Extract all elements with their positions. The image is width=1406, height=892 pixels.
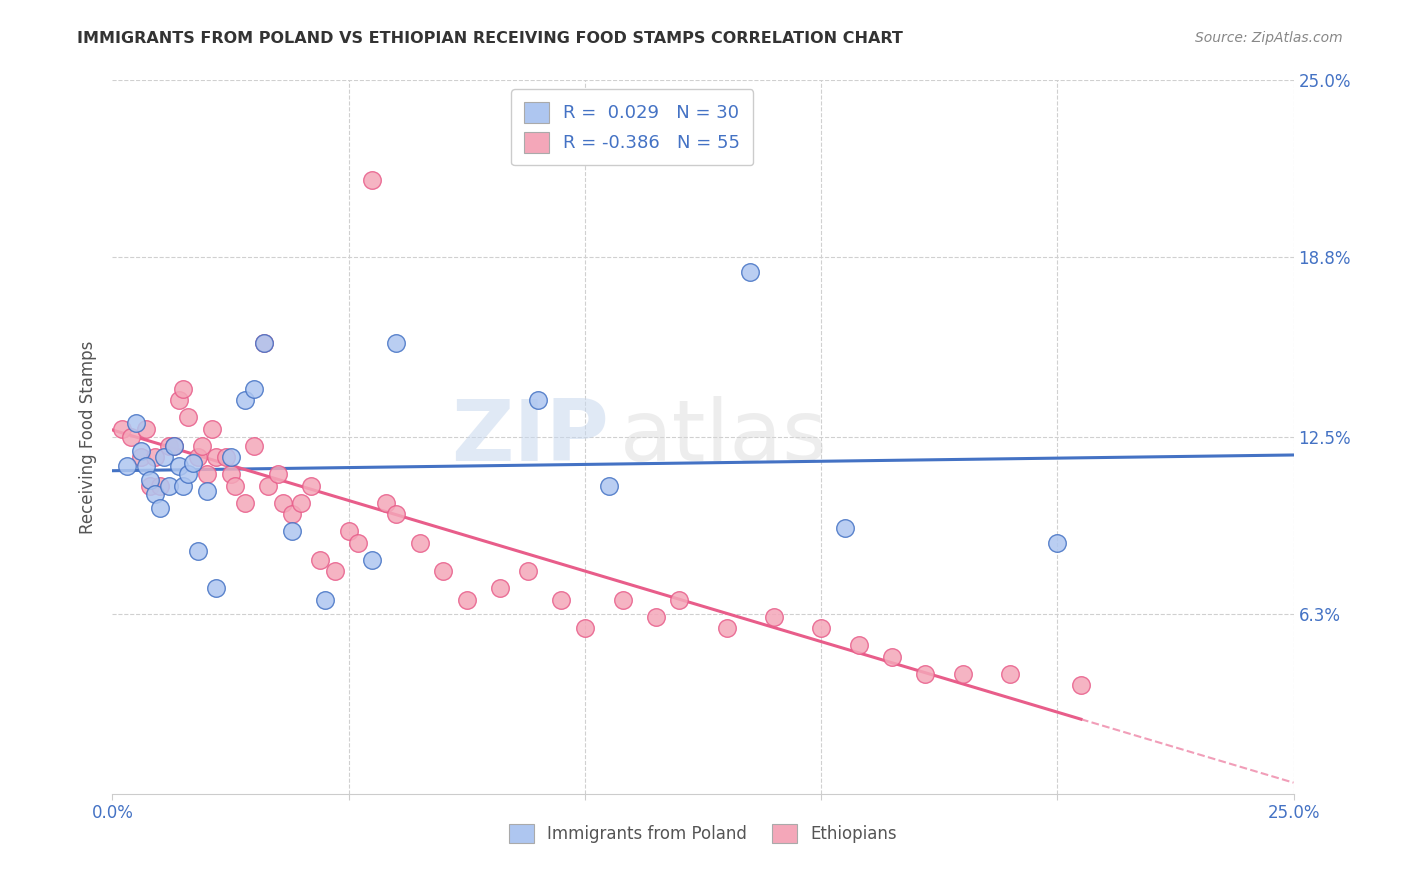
- Point: [143, 487, 166, 501]
- Y-axis label: Receiving Food Stamps: Receiving Food Stamps: [79, 341, 97, 533]
- Point: [186, 450, 208, 464]
- Point: [125, 416, 148, 430]
- Point: [163, 439, 186, 453]
- Point: [153, 450, 176, 464]
- Point: [253, 335, 276, 350]
- Point: [309, 553, 332, 567]
- Point: [644, 610, 666, 624]
- Point: [848, 639, 870, 653]
- Point: [120, 430, 142, 444]
- Point: [375, 496, 398, 510]
- Point: [219, 467, 242, 482]
- Point: [157, 439, 180, 453]
- Legend: Immigrants from Poland, Ethiopians: Immigrants from Poland, Ethiopians: [502, 817, 904, 850]
- Point: [517, 564, 540, 578]
- Point: [139, 478, 162, 492]
- Point: [115, 458, 138, 473]
- Point: [253, 335, 276, 350]
- Point: [167, 458, 190, 473]
- Point: [489, 582, 512, 596]
- Point: [172, 382, 194, 396]
- Point: [810, 621, 832, 635]
- Point: [834, 521, 856, 535]
- Point: [914, 667, 936, 681]
- Point: [598, 478, 620, 492]
- Point: [195, 467, 218, 482]
- Point: [281, 507, 304, 521]
- Point: [139, 473, 162, 487]
- Point: [219, 450, 242, 464]
- Point: [347, 535, 370, 549]
- Point: [290, 496, 312, 510]
- Point: [550, 592, 572, 607]
- Point: [149, 478, 172, 492]
- Point: [233, 392, 256, 407]
- Point: [762, 610, 785, 624]
- Point: [456, 592, 478, 607]
- Point: [314, 592, 336, 607]
- Point: [1046, 535, 1069, 549]
- Point: [215, 450, 238, 464]
- Point: [243, 382, 266, 396]
- Text: ZIP: ZIP: [451, 395, 609, 479]
- Point: [385, 507, 408, 521]
- Point: [337, 524, 360, 539]
- Point: [1070, 678, 1092, 692]
- Point: [526, 392, 548, 407]
- Point: [177, 467, 200, 482]
- Point: [361, 553, 384, 567]
- Point: [201, 421, 224, 435]
- Point: [668, 592, 690, 607]
- Point: [281, 524, 304, 539]
- Point: [323, 564, 346, 578]
- Point: [952, 667, 974, 681]
- Point: [408, 535, 430, 549]
- Point: [129, 450, 152, 464]
- Point: [271, 496, 294, 510]
- Point: [111, 421, 134, 435]
- Point: [177, 410, 200, 425]
- Point: [233, 496, 256, 510]
- Point: [195, 484, 218, 499]
- Point: [167, 392, 190, 407]
- Point: [257, 478, 280, 492]
- Point: [361, 173, 384, 187]
- Point: [574, 621, 596, 635]
- Point: [191, 439, 214, 453]
- Point: [267, 467, 290, 482]
- Text: Source: ZipAtlas.com: Source: ZipAtlas.com: [1195, 31, 1343, 45]
- Text: atlas: atlas: [620, 395, 828, 479]
- Point: [224, 478, 246, 492]
- Point: [205, 582, 228, 596]
- Point: [385, 335, 408, 350]
- Point: [135, 421, 157, 435]
- Point: [716, 621, 738, 635]
- Point: [149, 501, 172, 516]
- Point: [186, 544, 208, 558]
- Point: [243, 439, 266, 453]
- Point: [432, 564, 454, 578]
- Point: [129, 444, 152, 458]
- Point: [181, 456, 204, 470]
- Point: [299, 478, 322, 492]
- Point: [205, 450, 228, 464]
- Point: [143, 450, 166, 464]
- Point: [612, 592, 634, 607]
- Point: [998, 667, 1021, 681]
- Point: [172, 478, 194, 492]
- Text: IMMIGRANTS FROM POLAND VS ETHIOPIAN RECEIVING FOOD STAMPS CORRELATION CHART: IMMIGRANTS FROM POLAND VS ETHIOPIAN RECE…: [77, 31, 903, 46]
- Point: [157, 478, 180, 492]
- Point: [135, 458, 157, 473]
- Point: [740, 264, 762, 278]
- Point: [163, 439, 186, 453]
- Point: [880, 649, 903, 664]
